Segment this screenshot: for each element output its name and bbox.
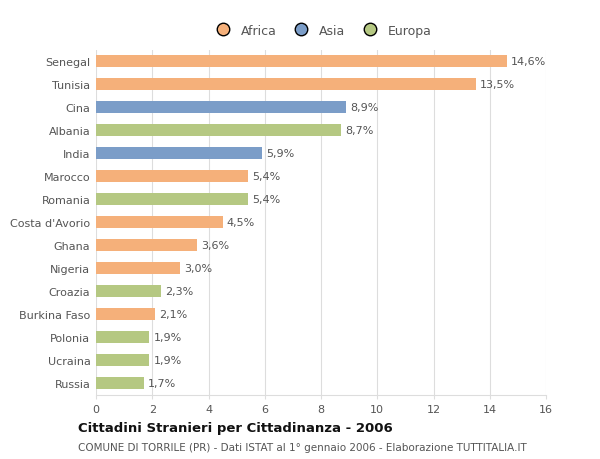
- Text: 1,7%: 1,7%: [148, 378, 176, 388]
- Text: 8,7%: 8,7%: [345, 126, 373, 136]
- Bar: [96, 239, 197, 252]
- Bar: [96, 377, 144, 390]
- Bar: [96, 285, 161, 298]
- Text: 5,4%: 5,4%: [252, 195, 280, 205]
- Text: 8,9%: 8,9%: [350, 103, 379, 113]
- Text: 5,9%: 5,9%: [266, 149, 295, 159]
- Bar: [96, 56, 506, 68]
- Text: 2,3%: 2,3%: [165, 286, 193, 297]
- Bar: [96, 170, 248, 183]
- Bar: [96, 78, 476, 91]
- Text: Cittadini Stranieri per Cittadinanza - 2006: Cittadini Stranieri per Cittadinanza - 2…: [78, 421, 393, 434]
- Text: 13,5%: 13,5%: [480, 80, 515, 90]
- Text: 3,0%: 3,0%: [185, 263, 213, 274]
- Bar: [96, 193, 248, 206]
- Bar: [96, 216, 223, 229]
- Legend: Africa, Asia, Europa: Africa, Asia, Europa: [208, 22, 434, 40]
- Text: 3,6%: 3,6%: [202, 241, 230, 251]
- Text: 14,6%: 14,6%: [511, 57, 546, 67]
- Bar: [96, 124, 341, 137]
- Text: 4,5%: 4,5%: [227, 218, 255, 228]
- Bar: [96, 354, 149, 367]
- Bar: [96, 147, 262, 160]
- Text: 2,1%: 2,1%: [159, 309, 188, 319]
- Text: COMUNE DI TORRILE (PR) - Dati ISTAT al 1° gennaio 2006 - Elaborazione TUTTITALIA: COMUNE DI TORRILE (PR) - Dati ISTAT al 1…: [78, 442, 527, 452]
- Bar: [96, 331, 149, 344]
- Text: 1,9%: 1,9%: [154, 332, 182, 342]
- Bar: [96, 101, 346, 114]
- Bar: [96, 262, 181, 275]
- Text: 1,9%: 1,9%: [154, 355, 182, 365]
- Bar: [96, 308, 155, 321]
- Text: 5,4%: 5,4%: [252, 172, 280, 182]
